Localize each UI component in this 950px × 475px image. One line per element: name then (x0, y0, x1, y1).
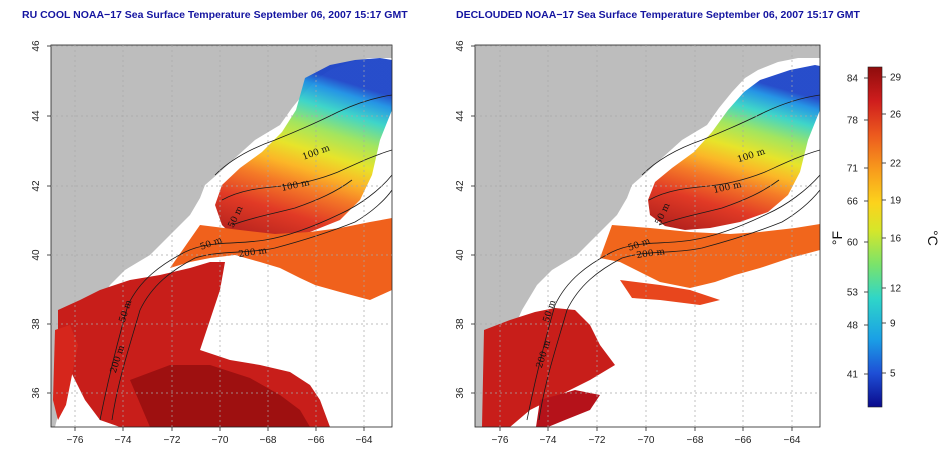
y-tick-label: 42 (455, 180, 466, 192)
x-tick-label: −66 (735, 435, 752, 446)
sst-warm-water (600, 224, 820, 288)
celsius-tick-label: 19 (890, 196, 902, 207)
left-panel-title: RU COOL NOAA−17 Sea Surface Temperature … (22, 9, 408, 21)
y-tick-label: 38 (31, 318, 42, 330)
colorbar: 84 78 71 66 60 53 48 41 29 26 22 19 16 12 9 5 °F °C (829, 66, 941, 408)
sst-cold-water (648, 65, 820, 230)
fahrenheit-tick-label: 48 (847, 321, 859, 332)
celsius-unit-label: °C (925, 230, 941, 246)
x-tick-label: −72 (589, 435, 606, 446)
y-tick-label: 38 (455, 318, 466, 330)
right-grid-lines (475, 45, 820, 427)
celsius-tick-label: 16 (890, 234, 902, 245)
x-tick-label: −66 (308, 435, 325, 446)
contour-depth-label: 200 m (636, 247, 666, 261)
bathymetry-contours (526, 94, 820, 421)
land-mass (51, 45, 392, 427)
fahrenheit-tick-label: 78 (847, 116, 859, 127)
fahrenheit-tick-label: 84 (847, 74, 859, 85)
sst-hot-water (482, 308, 615, 427)
y-tick-label: 40 (455, 249, 466, 261)
sst-offshore-hot (536, 390, 600, 427)
bathymetry-contours (99, 94, 392, 421)
y-tick-label: 40 (31, 249, 42, 261)
y-tick-label: 46 (455, 40, 466, 52)
celsius-tick-label: 22 (890, 159, 902, 170)
x-tick-label: −74 (115, 435, 132, 446)
y-tick-label: 44 (31, 110, 42, 122)
celsius-tick-label: 5 (890, 369, 896, 380)
sst-warm-water (170, 218, 392, 300)
fahrenheit-unit-label: °F (829, 231, 845, 245)
celsius-tick-label: 9 (890, 319, 896, 330)
fahrenheit-tick-label: 71 (847, 164, 859, 175)
y-tick-label: 46 (31, 40, 42, 52)
colorbar-gradient (867, 66, 883, 408)
right-panel-title: DECLOUDED NOAA−17 Sea Surface Temperatur… (456, 9, 860, 21)
x-tick-label: −76 (67, 435, 84, 446)
left-grid-lines (51, 45, 392, 427)
sst-warm-water-south (620, 280, 720, 305)
contour-depth-label: 200 m (238, 246, 268, 260)
celsius-tick-label: 26 (890, 110, 902, 121)
x-tick-label: −68 (687, 435, 704, 446)
x-tick-label: −74 (540, 435, 557, 446)
x-tick-label: −72 (164, 435, 181, 446)
colorbar-ticks: 84 78 71 66 60 53 48 41 29 26 22 19 16 12 9 5 (847, 73, 902, 381)
x-tick-label: −68 (260, 435, 277, 446)
left-axis-ticks: −76 −74 −72 −70 −68 −66 −64 36 38 40 42 44 46 (31, 40, 373, 446)
celsius-tick-label: 12 (890, 284, 902, 295)
y-tick-label: 36 (31, 387, 42, 399)
x-tick-label: −64 (356, 435, 373, 446)
x-tick-label: −76 (492, 435, 509, 446)
celsius-tick-label: 29 (890, 73, 902, 84)
sst-cold-water (215, 58, 392, 240)
fahrenheit-tick-label: 41 (847, 370, 859, 381)
x-tick-label: −70 (638, 435, 655, 446)
land-mass (475, 45, 820, 427)
y-tick-label: 42 (31, 180, 42, 192)
fahrenheit-tick-label: 60 (847, 238, 859, 249)
y-tick-label: 44 (455, 110, 466, 122)
chesapeake-bay (53, 325, 78, 420)
y-tick-label: 36 (455, 387, 466, 399)
x-tick-label: −64 (784, 435, 801, 446)
right-axis-ticks: −76 −74 −72 −70 −68 −66 −64 36 38 40 42 44 46 (455, 40, 801, 446)
x-tick-label: −70 (212, 435, 229, 446)
fahrenheit-tick-label: 53 (847, 288, 859, 299)
fahrenheit-tick-label: 66 (847, 197, 859, 208)
